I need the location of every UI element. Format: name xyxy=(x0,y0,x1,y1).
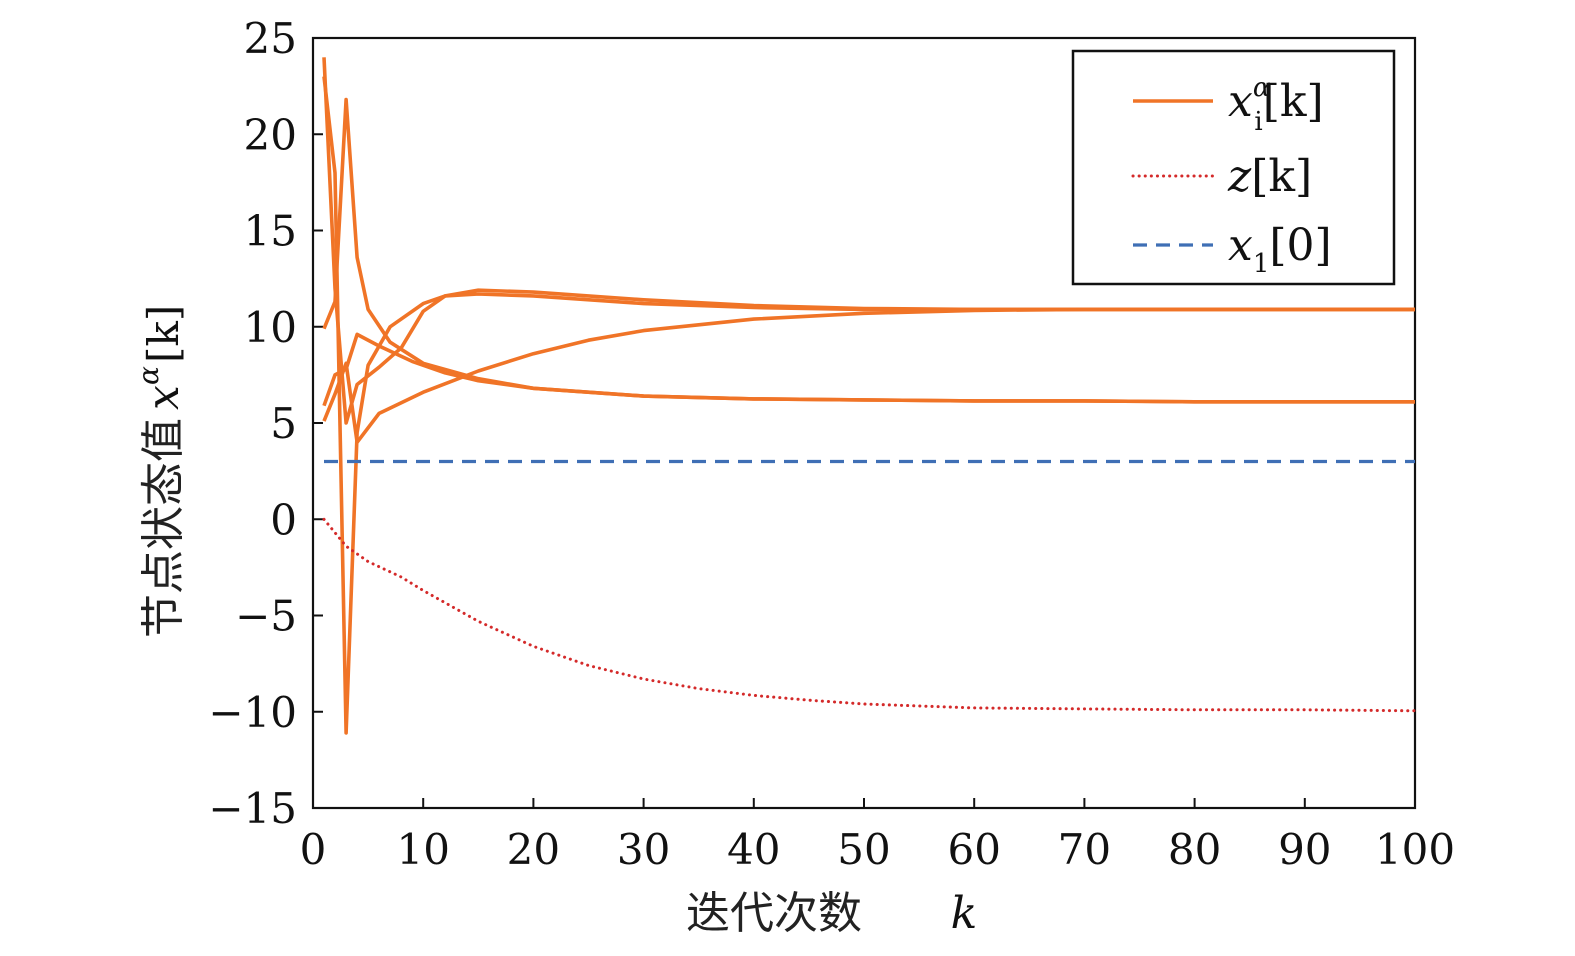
y-tick-label: 0 xyxy=(270,495,297,544)
series-line-z xyxy=(322,517,1417,713)
x-tick-label: 40 xyxy=(727,825,780,874)
y-tick-label: 5 xyxy=(270,399,297,448)
y-tick-label: 20 xyxy=(244,110,297,159)
x-tick-label: 90 xyxy=(1278,825,1331,874)
x-tick-label: 30 xyxy=(617,825,670,874)
y-tick-label: −15 xyxy=(208,784,297,833)
x-tick-label: 50 xyxy=(837,825,890,874)
x-tick-label: 60 xyxy=(947,825,1000,874)
legend-box xyxy=(1071,49,1396,286)
series-line-x-i xyxy=(322,307,1415,445)
x-tick-label: 0 xyxy=(300,825,327,874)
legend-label: z[k] xyxy=(1227,151,1312,202)
series-lines xyxy=(322,57,1417,735)
legend-items: xα i[k] z[k] x1[0] xyxy=(1131,73,1332,279)
x-tick-label: 20 xyxy=(507,825,560,874)
series-line-x-i xyxy=(322,332,1415,407)
y-tick-label: 10 xyxy=(244,303,297,352)
x-axis-var: k xyxy=(951,888,978,939)
x-axis-label: 迭代次数 xyxy=(686,888,862,939)
y-axis-title: 节点状态值 x α [k] xyxy=(132,305,189,638)
y-axis-label: 节点状态值 xyxy=(138,418,189,638)
y-tick-label: −10 xyxy=(208,688,297,737)
y-tick-label: 15 xyxy=(244,207,297,256)
y-axis-sup: α xyxy=(132,366,165,385)
x-tick-label: 10 xyxy=(396,825,449,874)
x-tick-label: 70 xyxy=(1058,825,1111,874)
legend-label: x1[0] xyxy=(1228,220,1332,279)
y-tick-label: 25 xyxy=(244,14,297,63)
x-tick-label: 100 xyxy=(1375,825,1455,874)
x-axis-title: 迭代次数 k xyxy=(686,888,977,939)
legend-label: xα i[k] xyxy=(1228,73,1324,137)
y-tick-label: −5 xyxy=(235,592,297,641)
y-axis-bracket: [k] xyxy=(139,305,188,363)
axis-ticks: 0 10 20 30 40 50 60 70 80 90 100 −15 −10 −5 0 5 10 15 20 25 xyxy=(208,14,1455,874)
x-tick-label: 80 xyxy=(1168,825,1221,874)
y-axis-var: x xyxy=(138,385,189,410)
legend: xα i[k] z[k] x1[0] xyxy=(1071,49,1396,286)
